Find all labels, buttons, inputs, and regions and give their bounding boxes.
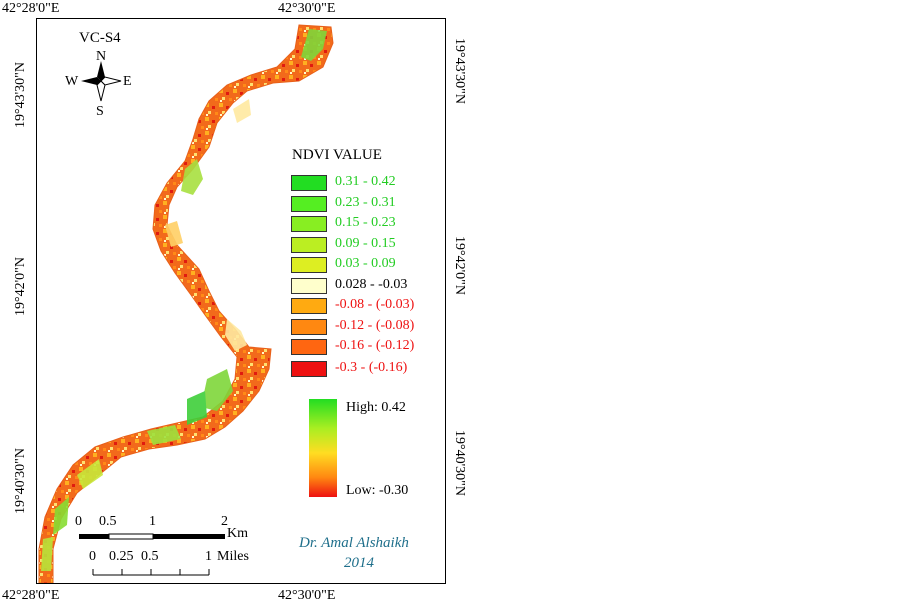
legend-label: 0.028 - -0.03 — [335, 277, 408, 292]
scale-mi-unit: Miles — [217, 549, 249, 564]
coord-right-1: 19°43'30"N — [452, 38, 467, 104]
compass-e: E — [123, 74, 132, 89]
coord-left-3: 19°40'30"N — [13, 448, 28, 514]
legend-label: 0.15 - 0.23 — [335, 215, 396, 230]
legend-swatch — [291, 237, 327, 253]
scale-km-unit: Km — [227, 526, 248, 541]
legend-label: 0.31 - 0.42 — [335, 174, 396, 189]
scale-km-tick-1: 0.5 — [99, 514, 117, 529]
legend-label: -0.16 - (-0.12) — [335, 338, 415, 353]
legend-title: NDVI VALUE — [292, 147, 382, 163]
coord-left-2: 19°42'0"N — [13, 257, 28, 316]
scale-mi-tick-1: 0.25 — [109, 549, 134, 564]
ndvi-map-canvas — [38, 24, 337, 583]
map-frame: VC-S4 N W E S NDVI VALUE 0.31 - 0.42 0.2… — [36, 18, 446, 584]
north-arrow-icon — [81, 61, 122, 102]
coord-top-left: 42°28'0"E — [2, 1, 60, 16]
ramp-high-label: High: 0.42 — [346, 400, 406, 415]
scale-mi-tick-2: 0.5 — [141, 549, 159, 564]
legend-swatch — [291, 257, 327, 273]
compass-n: N — [96, 49, 107, 64]
legend-label: 0.09 - 0.15 — [335, 236, 396, 251]
legend-swatch — [291, 319, 327, 335]
legend-label: 0.03 - 0.09 — [335, 256, 396, 271]
coord-bottom-left: 42°28'0"E — [2, 588, 60, 603]
vegetation-patches — [41, 29, 327, 571]
legend-label: -0.08 - (-0.03) — [335, 297, 415, 312]
credit-year: 2014 — [344, 555, 374, 571]
scale-mi-tick-3: 1 — [205, 549, 212, 564]
legend-label: 0.23 - 0.31 — [335, 195, 396, 210]
legend-swatch — [291, 298, 327, 314]
legend-label: -0.12 - (-0.08) — [335, 318, 415, 333]
credit-name: Dr. Amal Alshaikh — [299, 535, 409, 551]
coord-right-3: 19°40'30"N — [452, 430, 467, 496]
legend-swatch — [291, 339, 327, 355]
scale-km-tick-2: 1 — [149, 514, 156, 529]
river-corridor — [38, 24, 334, 583]
legend-swatch — [291, 175, 327, 191]
scale-km-tick-3: 2 — [221, 514, 228, 529]
coord-right-2: 19°42'0"N — [452, 236, 467, 295]
legend-swatch — [291, 196, 327, 212]
coord-top-right: 42°30'0"E — [278, 1, 336, 16]
coord-left-1: 19°43'30"N — [13, 62, 28, 128]
scale-mi-tick-0: 0 — [89, 549, 96, 564]
legend-swatch — [291, 278, 327, 294]
compass-s: S — [96, 104, 104, 119]
scale-bar-km — [79, 533, 225, 540]
ramp-low-label: Low: -0.30 — [346, 483, 409, 498]
compass-w: W — [65, 74, 79, 89]
scale-km-tick-0: 0 — [75, 514, 82, 529]
legend-swatch — [291, 361, 327, 377]
map-title: VC-S4 — [79, 30, 121, 46]
legend-swatch — [291, 216, 327, 232]
scale-bar-miles — [92, 569, 210, 576]
ndvi-color-ramp — [309, 399, 337, 497]
legend-label: -0.3 - (-0.16) — [335, 360, 408, 375]
coord-bottom-right: 42°30'0"E — [278, 588, 336, 603]
